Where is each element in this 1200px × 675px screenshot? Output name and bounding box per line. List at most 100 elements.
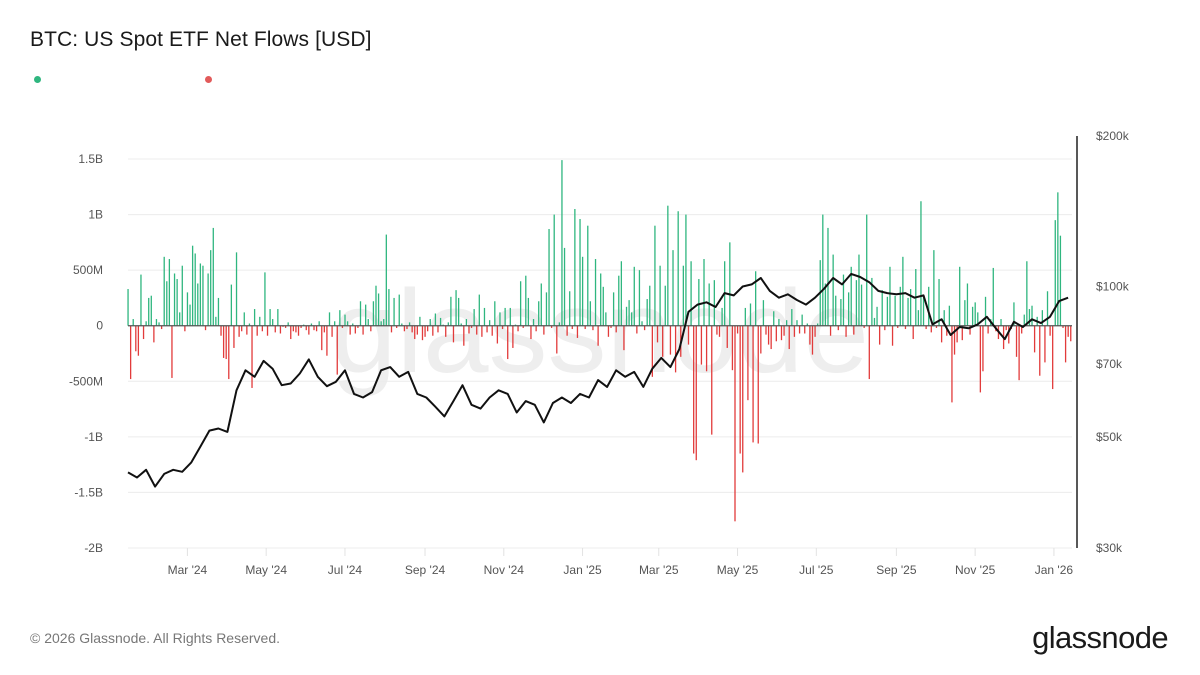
inflow-bar: [509, 307, 511, 326]
y-tick-label: -1.5B: [74, 485, 103, 499]
outflow-bar: [326, 325, 328, 356]
outflow-bar: [390, 325, 393, 333]
outflow-bar: [406, 325, 408, 330]
inflow-bar: [429, 319, 431, 326]
inflow-bar: [532, 319, 535, 326]
inflow-bar: [398, 294, 400, 326]
outflow-bar: [884, 325, 886, 331]
inflow-bar: [538, 301, 540, 326]
y-tick-label: 1.5B: [78, 152, 103, 166]
inflow-bar: [352, 323, 354, 326]
inflow-bar: [974, 302, 976, 326]
inflow-bar: [602, 286, 604, 326]
inflow-bar: [287, 322, 289, 326]
outflow-bar: [953, 325, 956, 355]
inflow-bar: [339, 310, 341, 326]
inflow-bar: [1057, 192, 1059, 326]
outflow-bar: [437, 325, 439, 333]
inflow-bar: [773, 311, 775, 326]
inflow-bar: [1023, 314, 1025, 326]
inflow-bar: [569, 291, 571, 326]
outflow-bar: [935, 325, 938, 328]
x-tick-label: Nov '25: [955, 563, 996, 577]
inflow-bar: [377, 293, 380, 326]
inflow-bar: [871, 277, 873, 326]
outflow-bar: [775, 325, 777, 342]
inflow-bar: [328, 312, 331, 326]
x-tick-label: Mar '25: [639, 563, 679, 577]
outflow-bar: [1062, 325, 1064, 328]
inflow-bar: [140, 274, 142, 326]
outflow-bar: [615, 325, 617, 333]
inflow-bar: [850, 266, 852, 326]
outflow-bar: [321, 325, 323, 351]
outflow-bar: [142, 325, 145, 340]
inflow-bar: [408, 322, 411, 326]
outflow-bar: [1064, 325, 1067, 363]
outflow-bar: [486, 325, 488, 333]
inflow-bar: [269, 309, 271, 326]
x-tick-label: Jul '24: [328, 563, 363, 577]
inflow-bar: [194, 253, 196, 326]
inflow-bar: [548, 229, 550, 326]
inflow-bar: [587, 225, 589, 326]
inflow-bar: [796, 320, 798, 326]
inflow-bar: [215, 316, 217, 326]
outflow-bar: [878, 325, 881, 345]
outflow-bar: [274, 325, 276, 333]
inflow-bar: [909, 289, 912, 326]
outflow-bar: [979, 325, 982, 393]
outflow-bar: [925, 325, 927, 330]
inflow-bar: [230, 284, 233, 326]
inflow-bar: [690, 261, 692, 326]
outflow-bar: [731, 325, 734, 371]
inflow-bar: [561, 160, 563, 326]
inflow-bar: [600, 273, 602, 326]
inflow-bar: [380, 321, 382, 326]
inflow-bar: [574, 209, 576, 326]
inflow-bar: [581, 256, 584, 326]
inflow-bar: [540, 283, 542, 326]
inflow-bar: [558, 322, 561, 326]
outflow-bar: [592, 325, 594, 331]
x-tick-label: May '24: [245, 563, 287, 577]
outflow-bar: [403, 325, 406, 332]
outflow-bar: [1070, 325, 1072, 342]
outflow-bar: [251, 325, 253, 388]
inflow-bar: [334, 321, 336, 326]
outflow-bar: [636, 325, 638, 334]
outflow-bar: [354, 325, 356, 334]
outflow-bar: [496, 325, 499, 344]
inflow-bar: [359, 301, 362, 326]
outflow-bar: [788, 325, 790, 350]
outflow-bar: [597, 325, 599, 346]
outflow-bar: [669, 325, 672, 355]
inflow-bar: [984, 296, 987, 326]
copyright-footer: © 2026 Glassnode. All Rights Reserved.: [30, 630, 281, 646]
outflow-bar: [798, 325, 801, 334]
inflow-bar: [631, 312, 633, 326]
outflow-bar: [576, 325, 579, 338]
y-axis-right: $200k $100k $70k $50k $30k: [1096, 129, 1130, 555]
outflow-bar: [416, 325, 418, 335]
inflow-bar: [488, 320, 491, 326]
inflow-bar: [155, 319, 158, 326]
inflow-bar: [504, 307, 506, 326]
inflow-bar: [907, 297, 909, 326]
inflow-bar: [801, 314, 803, 326]
outflow-bar: [481, 325, 483, 337]
inflow-bar: [703, 259, 705, 326]
x-tick-label: Jan '25: [563, 563, 602, 577]
outflow-bar: [765, 325, 767, 335]
legend-dot-outflows: [205, 76, 212, 83]
outflow-bar: [427, 325, 429, 332]
outflow-bar: [357, 325, 359, 328]
outflow-bar: [693, 325, 695, 454]
inflow-bar: [197, 283, 199, 326]
inflow-bar: [494, 301, 496, 326]
inflow-bar: [127, 289, 129, 326]
outflow-bar: [241, 325, 243, 332]
outflow-bar: [323, 325, 325, 333]
outflow-bar: [1049, 325, 1051, 336]
y-axis-left: 1.5B 1B 500M 0 -500M -1B -1.5B -2B: [69, 152, 103, 555]
